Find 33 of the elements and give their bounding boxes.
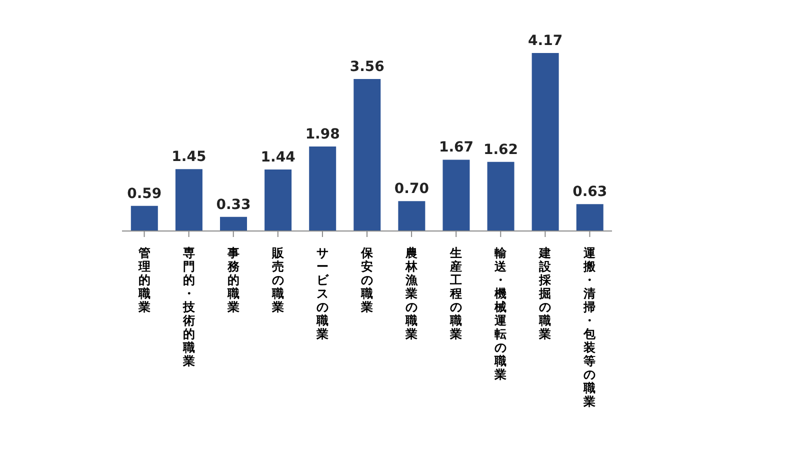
data-label: 1.62 bbox=[484, 142, 518, 158]
bar bbox=[264, 170, 292, 231]
data-label: 1.44 bbox=[260, 150, 296, 166]
data-label: 1.67 bbox=[438, 140, 474, 156]
x-tick-label: 販売の職業 bbox=[270, 246, 285, 314]
x-tick-label: 建設採掘の職業 bbox=[538, 246, 552, 341]
bar bbox=[576, 204, 604, 231]
data-label: 0.59 bbox=[127, 186, 162, 202]
x-tick-label: 事務的職業 bbox=[226, 246, 240, 314]
bar bbox=[354, 79, 381, 231]
data-label: 0.63 bbox=[572, 184, 608, 200]
data-label: 1.98 bbox=[305, 126, 340, 142]
bar bbox=[442, 160, 470, 231]
bar bbox=[130, 206, 158, 231]
bar bbox=[487, 162, 514, 231]
x-tick-label: 農林漁業の職業 bbox=[404, 246, 419, 341]
data-label: 0.33 bbox=[216, 196, 251, 213]
bar bbox=[309, 146, 336, 231]
data-label: 1.45 bbox=[172, 149, 206, 166]
data-label: 3.56 bbox=[350, 59, 384, 76]
bar bbox=[175, 169, 202, 231]
x-tick-label: 保安の職業 bbox=[360, 246, 374, 314]
data-label: 0.70 bbox=[394, 181, 430, 198]
category-label: 運搬・清掃・包装等の職業 bbox=[584, 246, 596, 408]
x-tick-label: 生産工程の職業 bbox=[449, 246, 462, 341]
x-tick-label: サービスの職業 bbox=[315, 246, 330, 341]
bar bbox=[398, 201, 426, 231]
bar bbox=[532, 53, 559, 231]
data-label: 4.17 bbox=[528, 33, 563, 49]
bar bbox=[220, 216, 247, 231]
x-tick-label: 管理的職業 bbox=[137, 246, 150, 314]
category-label: 輸送・機械運転の職業 bbox=[494, 246, 507, 382]
category-label: 専門的・技術的職業 bbox=[182, 246, 195, 368]
